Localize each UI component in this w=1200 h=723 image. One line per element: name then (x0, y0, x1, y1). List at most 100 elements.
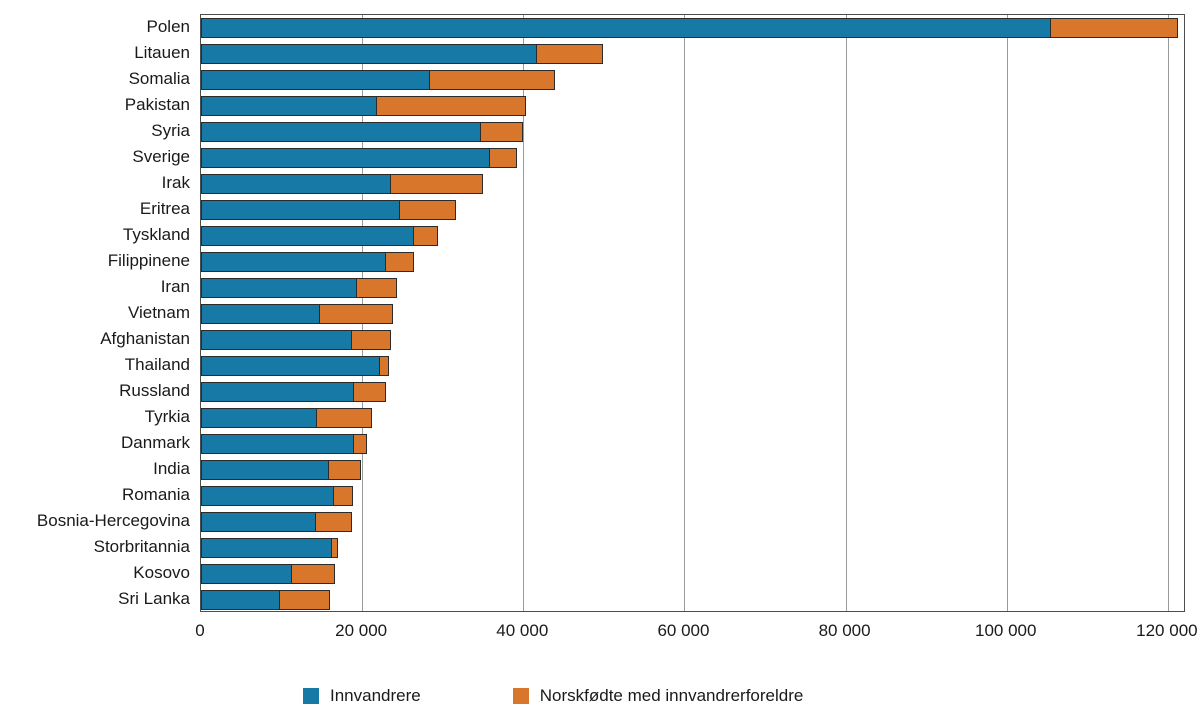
bar-segment-norskfodte (535, 44, 603, 64)
bar-segment-norskfodte (479, 122, 524, 142)
bar-segment-innvandrere (201, 18, 1052, 38)
stacked-bar (201, 70, 556, 90)
bar-segment-innvandrere (201, 408, 318, 428)
bar-segment-innvandrere (201, 226, 414, 246)
stacked-bar (201, 252, 414, 272)
bar-row (201, 249, 1184, 275)
bar-row (201, 145, 1184, 171)
bar-segment-innvandrere (201, 200, 401, 220)
bar-row (201, 509, 1184, 535)
x-tick-label: 80 000 (818, 621, 871, 640)
bar-row (201, 535, 1184, 561)
bar-segment-innvandrere (201, 122, 481, 142)
category-label: Polen (146, 17, 190, 36)
category-label: Russland (119, 381, 190, 400)
bar-segment-norskfodte (390, 174, 483, 194)
category-label: Storbritannia (93, 537, 190, 556)
bar-row (201, 561, 1184, 587)
bar-segment-innvandrere (201, 434, 355, 454)
gridline (845, 15, 847, 611)
gridline (1167, 15, 1169, 611)
category-label: Bosnia-Hercegovina (36, 511, 190, 530)
stacked-bar (201, 356, 390, 376)
legend-label: Norskfødte med innvandrerforeldre (539, 686, 804, 705)
bar-row (201, 93, 1184, 119)
stacked-bar (201, 304, 394, 324)
bar-segment-innvandrere (201, 70, 430, 90)
stacked-bar (201, 122, 524, 142)
bar-segment-norskfodte (412, 226, 439, 246)
bar-segment-norskfodte (332, 486, 354, 506)
category-label: Filippinene (107, 251, 190, 270)
category-label: Syria (151, 121, 190, 140)
stacked-bar (201, 382, 387, 402)
bar-segment-norskfodte (376, 96, 527, 116)
x-tick-label: 120 000 (1136, 621, 1198, 640)
bar-segment-norskfodte (385, 252, 414, 272)
bar-row (201, 457, 1184, 483)
bar-segment-innvandrere (201, 538, 333, 558)
bar-segment-norskfodte (319, 304, 394, 324)
bar-row (201, 41, 1184, 67)
bar-row (201, 405, 1184, 431)
gridline (1006, 15, 1008, 611)
category-label: Kosovo (133, 563, 190, 582)
bar-segment-innvandrere (201, 564, 293, 584)
x-tick-label: 60 000 (657, 621, 710, 640)
bar-row (201, 197, 1184, 223)
bar-segment-norskfodte (278, 590, 330, 610)
category-label: Somalia (128, 69, 190, 88)
bar-segment-innvandrere (201, 44, 537, 64)
bar-segment-innvandrere (201, 512, 317, 532)
stacked-bar (201, 44, 603, 64)
bar-segment-norskfodte (315, 512, 353, 532)
stacked-bar (201, 96, 527, 116)
bar-segment-innvandrere (201, 252, 387, 272)
bar-segment-innvandrere (201, 590, 280, 610)
bar-row (201, 587, 1184, 613)
category-labels: Polen Litauen Somalia Pakistan Syria Sverige I… (0, 14, 190, 612)
bar-segment-norskfodte (399, 200, 457, 220)
bar-segment-norskfodte (378, 356, 390, 376)
bar-row (201, 431, 1184, 457)
bar-row (201, 171, 1184, 197)
bar-segment-norskfodte (316, 408, 373, 428)
bar-segment-innvandrere (201, 330, 352, 350)
gridline (684, 15, 686, 611)
stacked-bar (201, 434, 367, 454)
bar-segment-norskfodte (291, 564, 336, 584)
bar-row (201, 327, 1184, 353)
legend-item: Innvandrere (303, 686, 421, 706)
stacked-bar (201, 590, 330, 610)
category-label: Irak (161, 173, 190, 192)
bar-segment-innvandrere (201, 460, 330, 480)
stacked-bar (201, 564, 336, 584)
bar-segment-innvandrere (201, 304, 321, 324)
stacked-bar (201, 174, 483, 194)
category-label: Tyrkia (144, 407, 190, 426)
bar-row (201, 223, 1184, 249)
gridline (523, 15, 525, 611)
category-label: Danmark (121, 433, 190, 452)
category-label: Litauen (134, 43, 190, 62)
category-label: India (153, 459, 190, 478)
category-label: Afghanistan (100, 329, 190, 348)
stacked-bar (201, 330, 391, 350)
category-label: Vietnam (127, 303, 190, 322)
legend-swatch (512, 688, 529, 704)
bar-segment-norskfodte (353, 382, 387, 402)
bar-row (201, 353, 1184, 379)
bar-segment-norskfodte (350, 330, 391, 350)
category-label: Sverige (132, 147, 190, 166)
bar-segment-norskfodte (1050, 18, 1179, 38)
bar-segment-innvandrere (201, 356, 380, 376)
bar-segment-norskfodte (353, 434, 367, 454)
bar-segment-norskfodte (428, 70, 556, 90)
legend: Innvandrere Norskfødte med innvandrerfore… (303, 686, 803, 706)
stacked-bar (201, 18, 1179, 38)
legend-item: Norskfødte med innvandrerforeldre (512, 686, 804, 706)
stacked-bar (201, 200, 457, 220)
stacked-bar (201, 512, 353, 532)
bar-row (201, 119, 1184, 145)
